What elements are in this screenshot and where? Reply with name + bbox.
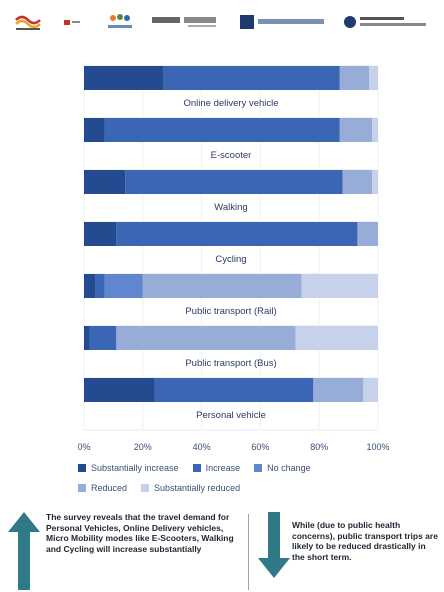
partner-logo-5: [240, 15, 324, 29]
legend-label: No change: [267, 463, 311, 473]
category-label: Public transport (Bus): [185, 358, 276, 369]
legend-item: Substantially reduced: [141, 483, 240, 493]
bar-segment: [163, 66, 340, 90]
bar-segment: [372, 118, 378, 142]
x-tick-label: 0%: [77, 442, 90, 452]
bar-segment: [84, 118, 105, 142]
bar-segment: [339, 66, 370, 90]
arrow-down-shape: [258, 512, 290, 578]
legend-swatch: [78, 484, 86, 492]
legend-label: Substantially reduced: [154, 483, 241, 493]
bar-segment: [154, 378, 314, 402]
arrow-up-shape: [8, 512, 40, 590]
bar-segment: [339, 118, 373, 142]
bar-segment: [369, 66, 378, 90]
divider: [248, 514, 249, 590]
bar-segment: [372, 170, 378, 194]
legend-item: Substantially increase: [78, 463, 179, 473]
bar-segment: [357, 222, 378, 246]
bar-segment: [84, 326, 90, 350]
legend-swatch: [192, 464, 201, 472]
legend-label: Substantially increase: [91, 463, 179, 473]
legend-swatch: [78, 464, 86, 472]
category-label: Personal vehicle: [196, 410, 266, 421]
bar-segment: [84, 274, 96, 298]
partner-logo-1: [15, 15, 41, 30]
bar-segment: [116, 222, 358, 246]
bar-segment: [363, 378, 378, 402]
x-tick-label: 60%: [251, 442, 269, 452]
legend-label: Increase: [205, 463, 241, 473]
partner-logo-2: [64, 20, 80, 25]
bar-segment: [142, 274, 302, 298]
category-label: Online delivery vehicle: [183, 98, 278, 109]
x-tick-label: 20%: [134, 442, 152, 452]
legend-row: Reduced Substantially reduced: [78, 483, 408, 493]
bar-segment: [342, 170, 373, 194]
bar-segment: [84, 66, 164, 90]
legend-swatch: [254, 464, 263, 472]
bar-segment: [95, 274, 105, 298]
category-label: E-scooter: [211, 150, 252, 161]
legend-item: Reduced: [78, 483, 127, 493]
bar-segment: [116, 326, 296, 350]
bar-segment: [84, 378, 155, 402]
bar-segment: [104, 274, 143, 298]
bar-segment: [84, 222, 117, 246]
x-tick-label: 80%: [310, 442, 328, 452]
stacked-bar-chart: Online delivery vehicle E-scooter Walking C…: [77, 65, 390, 452]
bar-segment: [84, 170, 126, 194]
note-increase: The survey reveals that the travel deman…: [46, 512, 234, 554]
legend-item: No change: [254, 463, 311, 473]
arrow-up-icon: [8, 512, 40, 590]
bar-segment: [313, 378, 364, 402]
x-tick-label: 40%: [193, 442, 211, 452]
category-label: Walking: [214, 202, 247, 213]
x-tick-label: 100%: [366, 442, 389, 452]
partner-logo-6: [344, 16, 426, 28]
bar-segment: [89, 326, 117, 350]
partner-logo-3: [108, 14, 132, 28]
bar-segment: [125, 170, 343, 194]
chart-legend: Substantially increase Increase No chang…: [78, 463, 408, 503]
category-label: Cycling: [215, 254, 246, 265]
bar-segment: [295, 326, 378, 350]
category-label: Public transport (Rail): [185, 306, 276, 317]
arrow-down-icon: [258, 512, 290, 578]
logo-strip: [0, 0, 444, 40]
note-decrease: While (due to public health concerns), p…: [292, 520, 438, 562]
bar-segment: [104, 118, 340, 142]
legend-label: Reduced: [91, 483, 128, 493]
legend-item: Increase: [192, 463, 241, 473]
bar-segment: [301, 274, 378, 298]
legend-row: Substantially increase Increase No chang…: [78, 463, 408, 473]
legend-swatch: [141, 484, 150, 492]
partner-logo-4: [152, 17, 216, 27]
